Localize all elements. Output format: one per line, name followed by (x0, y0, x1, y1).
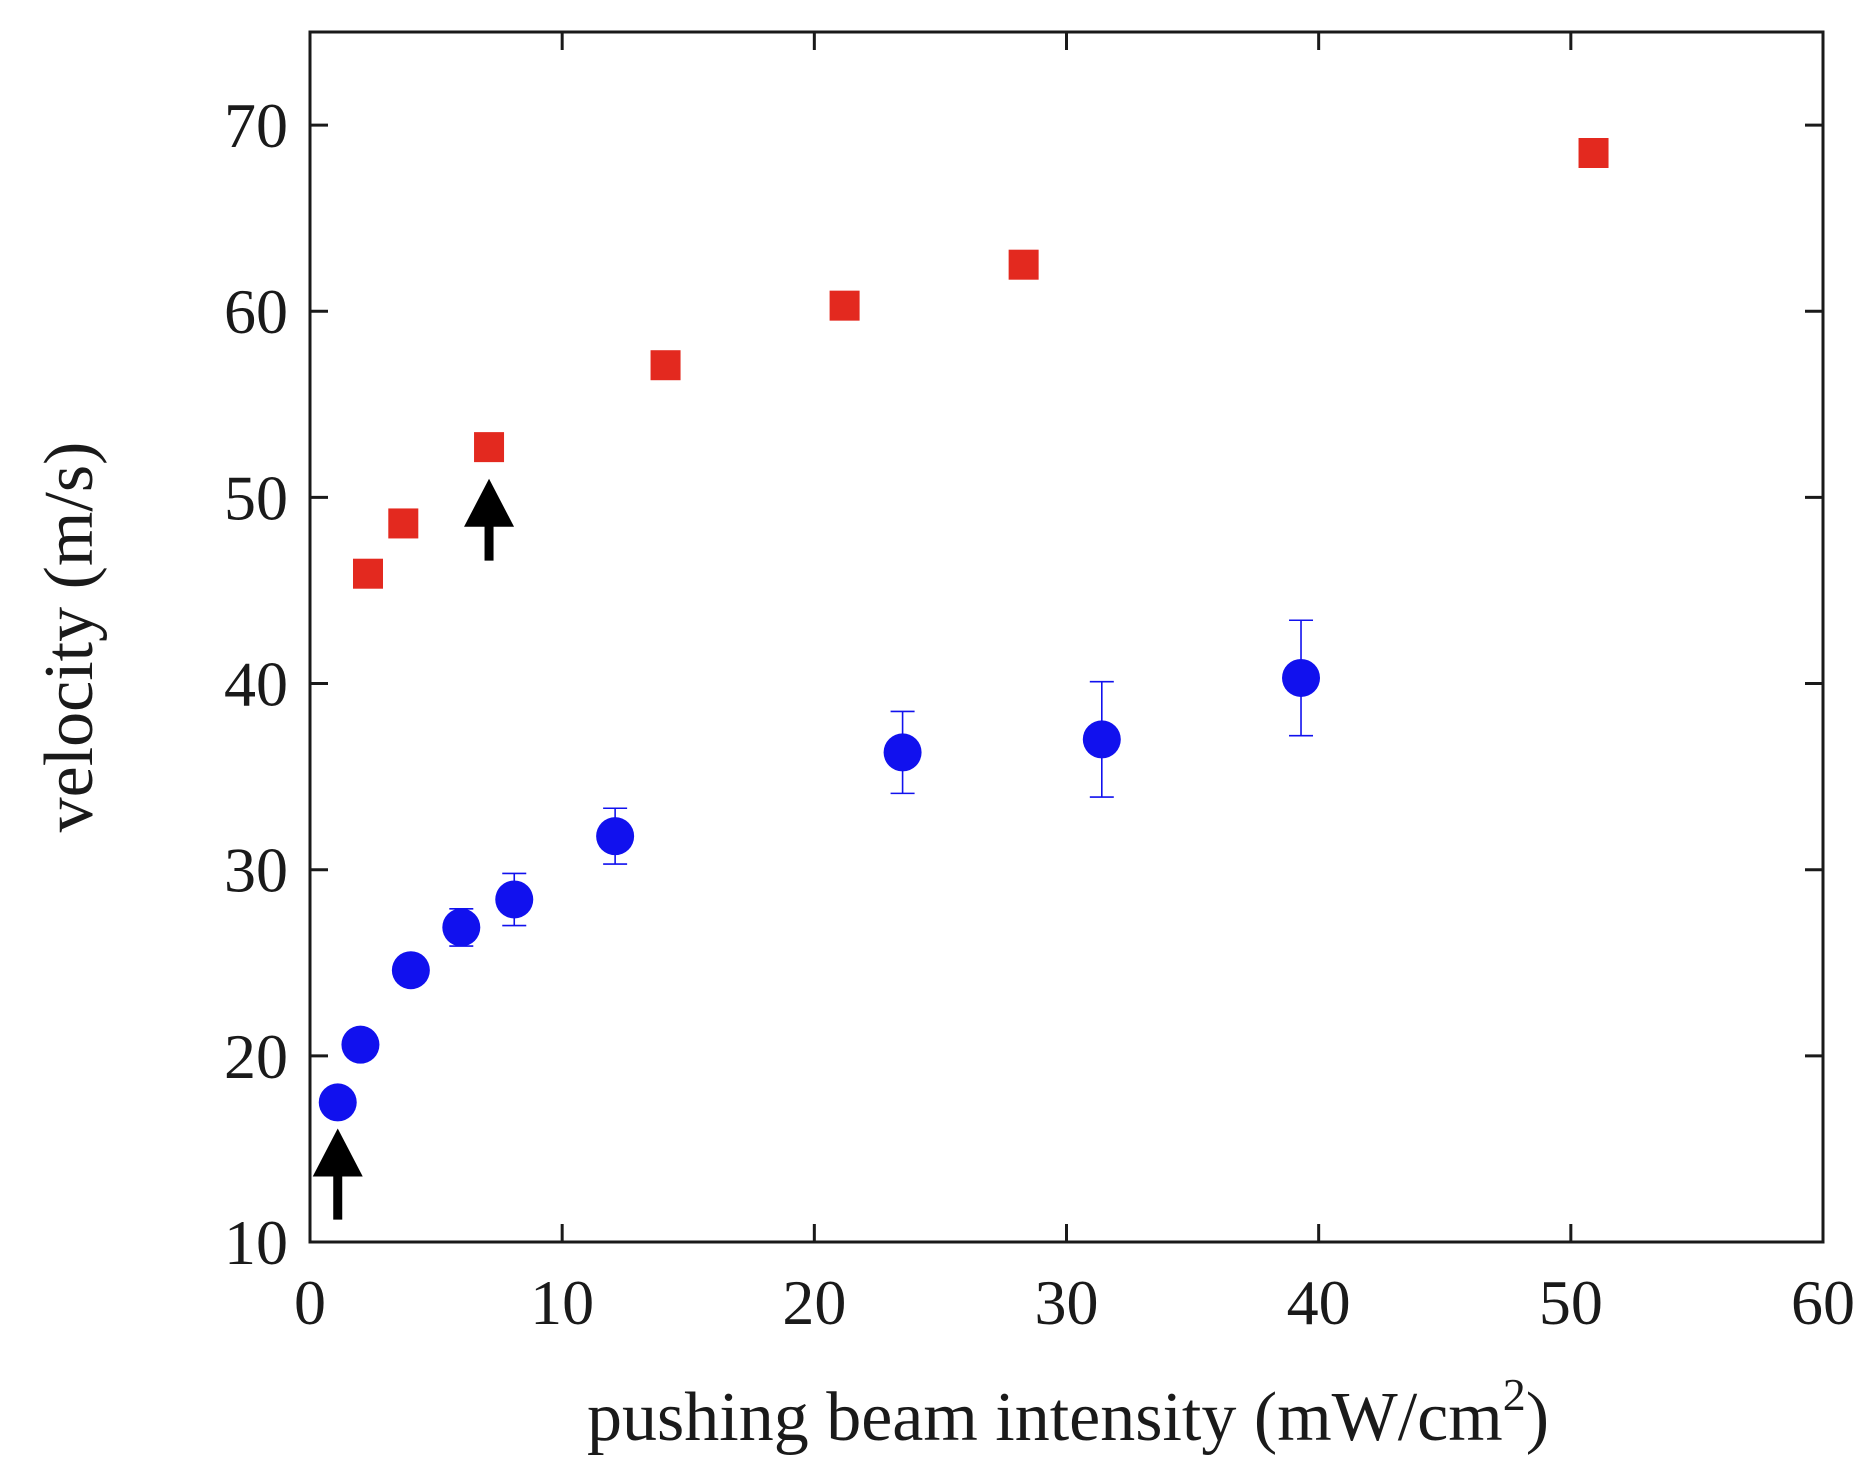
x-tick-label: 20 (782, 1267, 846, 1338)
circle-marker (1082, 720, 1121, 759)
square-marker (829, 290, 860, 321)
x-axis-label-suffix: ) (1526, 1379, 1549, 1456)
y-tick-label: 50 (224, 462, 288, 533)
x-axis-label: pushing beam intensity (mW/cm2) (587, 1369, 1549, 1456)
y-tick-label: 70 (224, 90, 288, 161)
arrow-head (312, 1128, 363, 1177)
x-tick-label: 50 (1539, 1267, 1603, 1338)
circle-marker (391, 951, 430, 990)
square-marker (1578, 138, 1609, 168)
x-tick-label: 10 (530, 1267, 594, 1338)
y-axis-label: velocity (m/s) (31, 442, 108, 833)
axis-ticks (308, 32, 1825, 1244)
error-bars (449, 619, 1314, 947)
annotation-arrow (312, 1128, 363, 1220)
arrow-head (464, 478, 515, 527)
x-axis-label-superscript: 2 (1503, 1369, 1526, 1420)
x-tick-labels: 0 10 20 30 40 50 60 (294, 1267, 1855, 1338)
circle-marker (442, 908, 481, 947)
x-tick-label: 60 (1791, 1267, 1855, 1338)
circle-marker (341, 1025, 380, 1064)
x-tick-label: 40 (1287, 1267, 1351, 1338)
data-points (318, 138, 1609, 1122)
y-tick-label: 60 (224, 276, 288, 347)
y-tick-label: 30 (224, 835, 288, 906)
annotation-arrows (312, 478, 515, 1220)
square-marker (388, 508, 419, 539)
square-marker (1008, 249, 1039, 280)
annotation-arrow (464, 478, 515, 561)
x-axis-label-main: pushing beam intensity (mW/cm (587, 1379, 1503, 1456)
circle-marker (495, 880, 534, 919)
square-marker (474, 432, 505, 463)
circle-marker (318, 1083, 357, 1122)
y-tick-label: 40 (224, 649, 288, 720)
plot-area-frame (308, 30, 1825, 1244)
circle-marker (883, 733, 922, 772)
x-tick-label: 30 (1035, 1267, 1099, 1338)
circle-marker (1282, 658, 1321, 697)
y-tick-label: 20 (224, 1021, 288, 1092)
y-tick-labels: 10 20 30 40 50 60 70 (224, 90, 288, 1278)
y-tick-label: 10 (224, 1207, 288, 1278)
x-tick-label: 0 (294, 1267, 326, 1338)
square-marker (650, 350, 681, 381)
square-marker (352, 558, 383, 589)
circle-marker (596, 817, 635, 856)
